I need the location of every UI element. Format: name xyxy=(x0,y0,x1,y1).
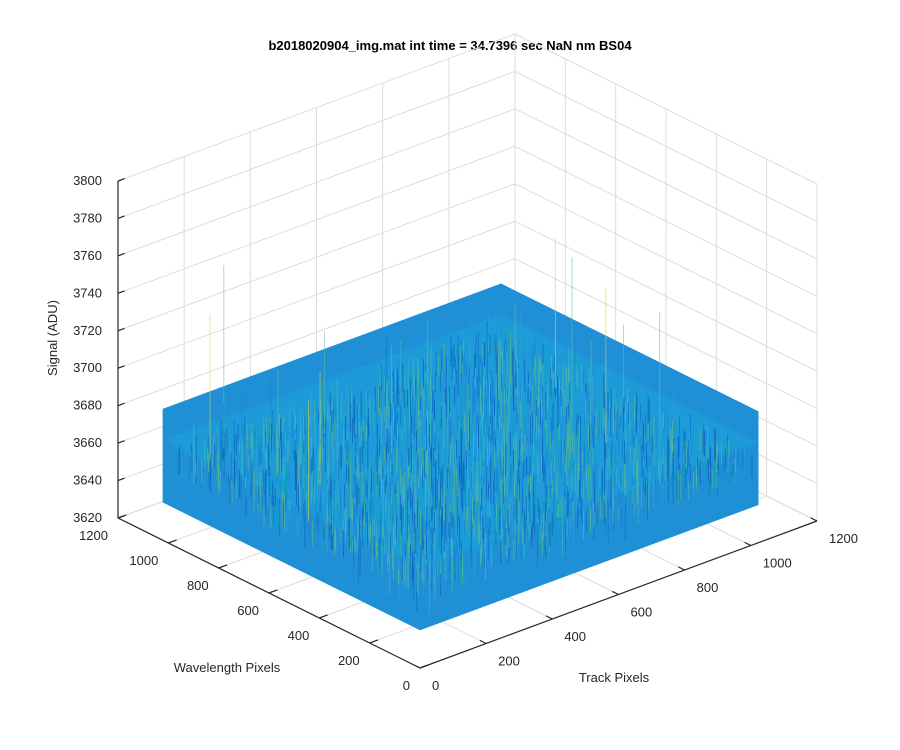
surface-plot xyxy=(162,237,759,631)
z-tick-mark xyxy=(117,252,125,257)
z-tick-mark xyxy=(117,177,125,182)
x-tick-mark xyxy=(744,541,752,547)
z-tick-label: 3680 xyxy=(73,398,102,413)
side-grid-line xyxy=(514,258,818,410)
x-tick-mark xyxy=(545,615,553,620)
z-tick-mark xyxy=(117,402,125,407)
x-tick-label: 600 xyxy=(631,605,653,620)
z-axis-label: Signal (ADU) xyxy=(45,300,60,376)
y-tick-mark xyxy=(369,639,379,644)
back-grid-line xyxy=(117,70,516,219)
x-tick-mark xyxy=(810,517,818,522)
z-tick-mark xyxy=(117,440,125,444)
back-grid-line xyxy=(117,145,516,294)
z-tick-label: 3660 xyxy=(73,435,102,450)
side-grid-line xyxy=(514,33,818,185)
surface-top xyxy=(162,314,759,569)
y-tick-label: 600 xyxy=(237,603,259,618)
z-tick-mark xyxy=(117,215,125,220)
y-tick-label: 1200 xyxy=(79,528,108,543)
x-tick-mark xyxy=(611,590,619,596)
y-tick-mark xyxy=(168,539,177,544)
x-tick-label: 1000 xyxy=(763,556,792,571)
x-axis-label: Track Pixels xyxy=(579,670,650,685)
side-grid-line xyxy=(514,70,818,222)
surface-noise xyxy=(179,334,753,596)
z-tick-mark xyxy=(117,514,125,519)
back-grid-line xyxy=(117,183,516,332)
side-grid-line xyxy=(514,145,818,297)
axes: 0 200 400 600 800 1000 1200 0 200 400 600 800 1000 12… xyxy=(73,173,858,693)
y-tick-label: 0 xyxy=(403,678,410,693)
y-tick-label: 1000 xyxy=(129,553,158,568)
y-tick-label: 400 xyxy=(288,628,310,643)
y-tick-label: 200 xyxy=(338,653,360,668)
side-grid-line xyxy=(514,220,818,372)
back-grid-line xyxy=(117,33,516,182)
x-tick-label: 400 xyxy=(564,629,586,644)
back-grid-line xyxy=(117,258,516,407)
x-tick-label: 0 xyxy=(432,678,439,693)
z-tick-label: 3800 xyxy=(73,173,102,188)
x-tick-label: 200 xyxy=(498,654,520,669)
y-tick-mark xyxy=(319,614,328,619)
y-tick-label: 800 xyxy=(187,578,209,593)
z-tick-mark xyxy=(117,290,125,294)
z-tick-label: 3780 xyxy=(73,210,102,225)
chart-title: b2018020904_img.mat int time = 34.7396 s… xyxy=(268,38,632,53)
z-tick-label: 3620 xyxy=(73,510,102,525)
y-tick-mark xyxy=(419,664,429,669)
z-tick-label: 3700 xyxy=(73,360,102,375)
x-tick-mark xyxy=(479,639,487,645)
surface-noise xyxy=(190,336,736,614)
y-tick-mark xyxy=(218,564,228,569)
z-tick-mark xyxy=(117,327,125,332)
z-tick-mark xyxy=(117,477,125,482)
z-tick-label: 3760 xyxy=(73,248,102,263)
x-tick-mark xyxy=(678,566,685,571)
z-tick-label: 3740 xyxy=(73,285,102,300)
z-tick-mark xyxy=(117,365,125,369)
x-tick-label: 800 xyxy=(697,580,719,595)
z-tick-label: 3720 xyxy=(73,323,102,338)
x-tick-mark xyxy=(413,664,421,669)
z-tick-label: 3640 xyxy=(73,473,102,488)
back-grid-line xyxy=(117,108,516,257)
y-axis-label: Wavelength Pixels xyxy=(174,660,281,675)
side-grid-line xyxy=(514,108,818,260)
side-grid-line xyxy=(514,183,818,335)
y-tick-mark xyxy=(268,589,278,594)
back-grid-line xyxy=(117,220,516,369)
x-tick-label: 1200 xyxy=(829,531,858,546)
